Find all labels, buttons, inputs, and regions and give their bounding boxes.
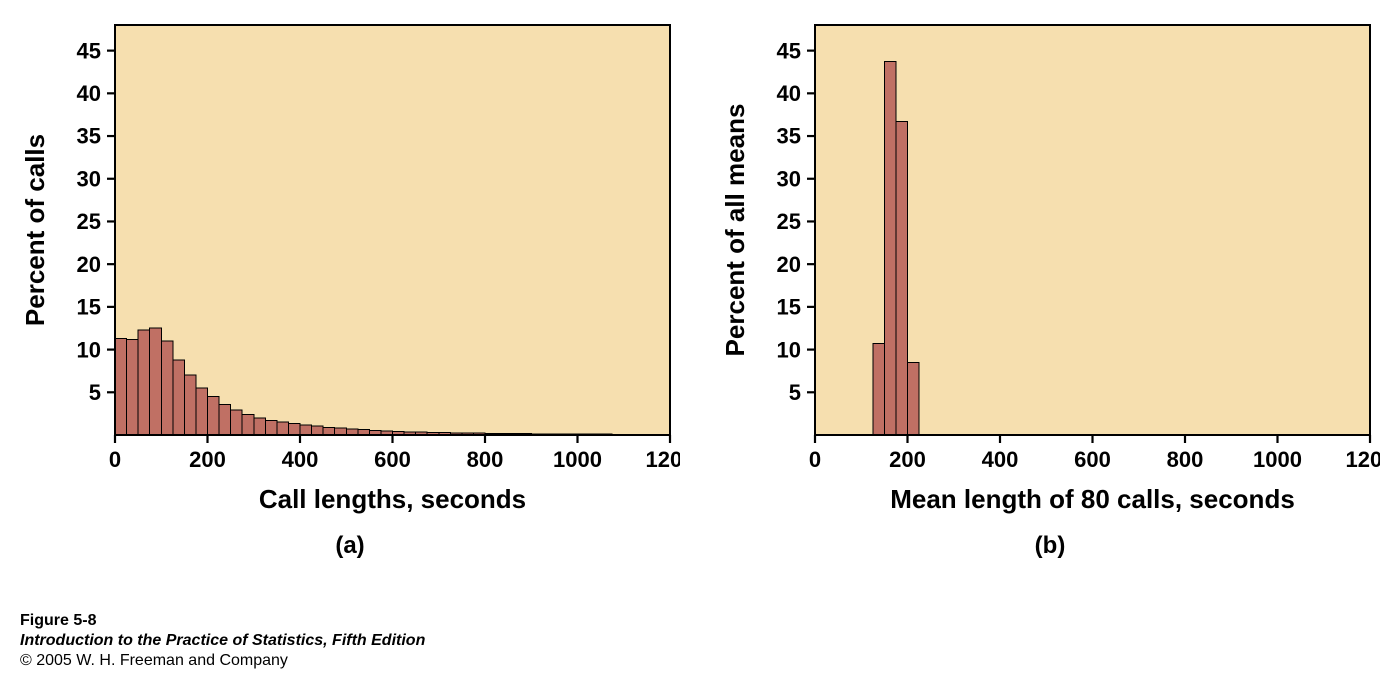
chart-b-svg: 0 200 400 600 800 1000 1200 5 10 15 20 25 30 35 40 45 Me… xyxy=(720,10,1380,530)
caption-copyright: © 2005 W. H. Freeman and Company xyxy=(20,651,425,671)
svg-text:35: 35 xyxy=(77,124,101,149)
caption-figure-number: Figure 5-8 xyxy=(20,611,425,631)
svg-text:600: 600 xyxy=(374,447,411,472)
svg-text:1000: 1000 xyxy=(1253,447,1302,472)
svg-text:40: 40 xyxy=(77,81,101,106)
svg-text:45: 45 xyxy=(77,38,101,63)
sub-label-a: (a) xyxy=(335,532,364,560)
svg-text:5: 5 xyxy=(89,380,101,405)
svg-text:200: 200 xyxy=(189,447,226,472)
svg-text:Call lengths, seconds: Call lengths, seconds xyxy=(259,484,526,514)
svg-text:1000: 1000 xyxy=(553,447,602,472)
sub-label-b: (b) xyxy=(1035,532,1066,560)
svg-text:800: 800 xyxy=(1167,447,1204,472)
svg-text:0: 0 xyxy=(109,447,121,472)
svg-text:600: 600 xyxy=(1074,447,1111,472)
svg-text:20: 20 xyxy=(777,252,801,277)
svg-text:5: 5 xyxy=(789,380,801,405)
svg-text:10: 10 xyxy=(77,337,101,362)
svg-text:400: 400 xyxy=(982,447,1019,472)
svg-text:Percent of all means: Percent of all means xyxy=(720,104,750,357)
svg-text:45: 45 xyxy=(777,38,801,63)
svg-text:10: 10 xyxy=(777,337,801,362)
svg-text:Mean length of 80 calls, secon: Mean length of 80 calls, seconds xyxy=(890,484,1295,514)
svg-text:1200: 1200 xyxy=(1346,447,1380,472)
chart-panel-b: 0 200 400 600 800 1000 1200 5 10 15 20 25 30 35 40 45 Me… xyxy=(720,10,1380,560)
chart-a-svg: 0 200 400 600 800 1000 1200 5 10 15 20 25 30 35 40 45 Ca… xyxy=(20,10,680,530)
page: 02004006008001000120051015202530354045Ca… xyxy=(0,0,1400,683)
svg-text:25: 25 xyxy=(77,209,101,234)
svg-text:25: 25 xyxy=(777,209,801,234)
svg-text:40: 40 xyxy=(777,81,801,106)
svg-text:30: 30 xyxy=(777,166,801,191)
figure-caption: Figure 5-8 Introduction to the Practice … xyxy=(20,611,425,671)
svg-text:15: 15 xyxy=(77,295,101,320)
svg-text:200: 200 xyxy=(889,447,926,472)
svg-text:1200: 1200 xyxy=(646,447,680,472)
svg-text:400: 400 xyxy=(282,447,319,472)
svg-text:15: 15 xyxy=(777,295,801,320)
chart-panel-a: 0 200 400 600 800 1000 1200 5 10 15 20 25 30 35 40 45 Ca… xyxy=(20,10,680,560)
svg-text:20: 20 xyxy=(77,252,101,277)
charts-row: 02004006008001000120051015202530354045Ca… xyxy=(20,10,1380,560)
svg-text:30: 30 xyxy=(77,166,101,191)
svg-text:Percent of calls: Percent of calls xyxy=(20,134,50,326)
svg-text:35: 35 xyxy=(777,124,801,149)
svg-text:800: 800 xyxy=(467,447,504,472)
caption-book-title: Introduction to the Practice of Statisti… xyxy=(20,631,425,651)
svg-text:0: 0 xyxy=(809,447,821,472)
